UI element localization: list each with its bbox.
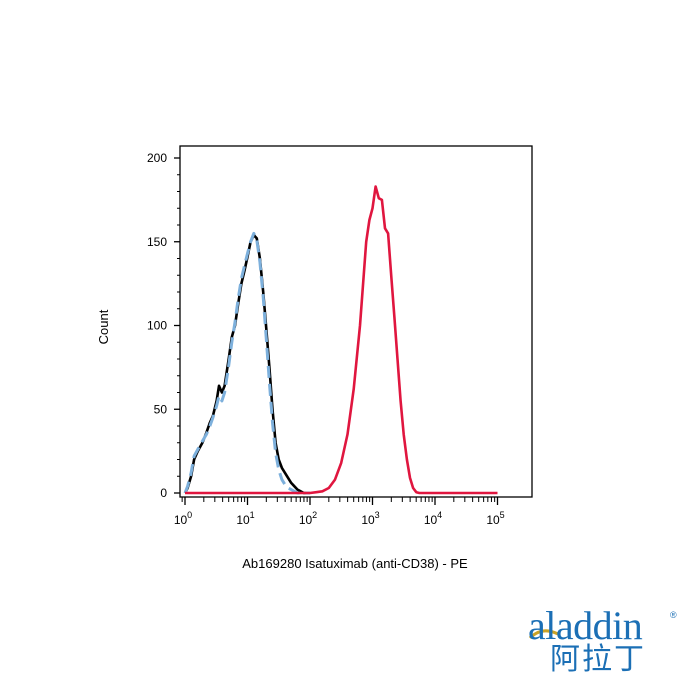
x-tick-label: 101 — [236, 510, 254, 527]
logo-brand-latin: aladdin — [528, 603, 643, 648]
plot-frame — [179, 145, 533, 498]
x-tick-label: 100 — [174, 510, 192, 527]
y-tick-label: 100 — [147, 319, 167, 333]
y-axis-label: Count — [96, 309, 111, 344]
histogram-series-3 — [185, 185, 498, 495]
histogram-curves — [183, 185, 498, 495]
x-axis: 100 101 102 103 104 105 — [174, 497, 505, 527]
x-axis-label: Ab169280 Isatuximab (anti-CD38) - PE — [242, 556, 468, 571]
logo-swoosh-icon — [528, 629, 559, 640]
histogram-series-1 — [183, 233, 310, 495]
y-axis: 0 50 100 150 200 — [147, 151, 180, 500]
aladdin-logo: aladdin ® 阿拉丁 — [528, 606, 688, 686]
histogram-series-2 — [183, 231, 310, 495]
y-tick-label: 0 — [160, 486, 167, 500]
y-tick-label: 50 — [154, 402, 168, 416]
logo-brand-chinese: 阿拉丁 — [550, 642, 646, 677]
x-tick-label: 105 — [486, 510, 504, 527]
logo-registered-mark: ® — [670, 610, 677, 620]
axes-frame — [179, 145, 533, 498]
x-tick-label: 102 — [299, 510, 317, 527]
x-tick-label: 104 — [424, 510, 442, 527]
y-tick-label: 200 — [147, 151, 167, 165]
y-tick-label: 150 — [147, 235, 167, 249]
x-tick-label: 103 — [361, 510, 379, 527]
